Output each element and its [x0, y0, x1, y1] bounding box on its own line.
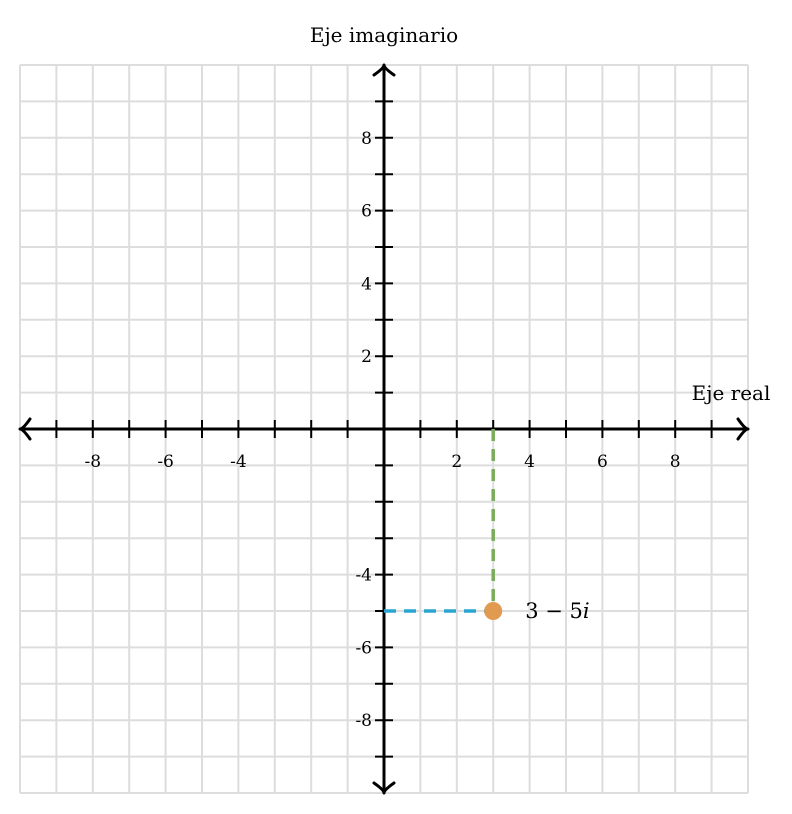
- x-tick-label: -6: [157, 452, 174, 472]
- x-tick-label: -4: [230, 452, 247, 472]
- y-tick-label: 8: [361, 129, 372, 149]
- tick-labels: -8 -6 -4 2 4 6 8 8 6 4 2 -4 -6 -8: [85, 129, 681, 731]
- x-axis-title: Eje real: [692, 381, 771, 405]
- x-tick-label: -8: [85, 452, 102, 472]
- projections: [384, 429, 495, 613]
- y-tick-label: -6: [355, 638, 372, 658]
- y-axis-arrow-bottom: [372, 781, 396, 795]
- data-point: [484, 602, 503, 620]
- x-axis-arrow-left: [18, 417, 32, 441]
- x-tick-label: 6: [597, 452, 608, 472]
- y-tick-label: 6: [361, 202, 372, 222]
- y-tick-label: -8: [355, 711, 372, 731]
- points: 3 − 5i: [484, 599, 590, 623]
- axis-ticks: [55, 100, 713, 758]
- x-tick-label: 8: [670, 452, 681, 472]
- x-tick-label: 4: [524, 452, 535, 472]
- y-tick-label: 2: [361, 347, 372, 367]
- x-axis-arrow-right: [736, 417, 750, 441]
- data-point-label: 3 − 5i: [525, 599, 589, 623]
- y-axis-arrow-top: [372, 63, 396, 77]
- y-axis-title: Eje imaginario: [310, 23, 458, 47]
- x-tick-label: 2: [451, 452, 462, 472]
- axes: [18, 63, 750, 795]
- y-tick-label: -4: [355, 566, 372, 586]
- y-tick-label: 4: [361, 274, 372, 294]
